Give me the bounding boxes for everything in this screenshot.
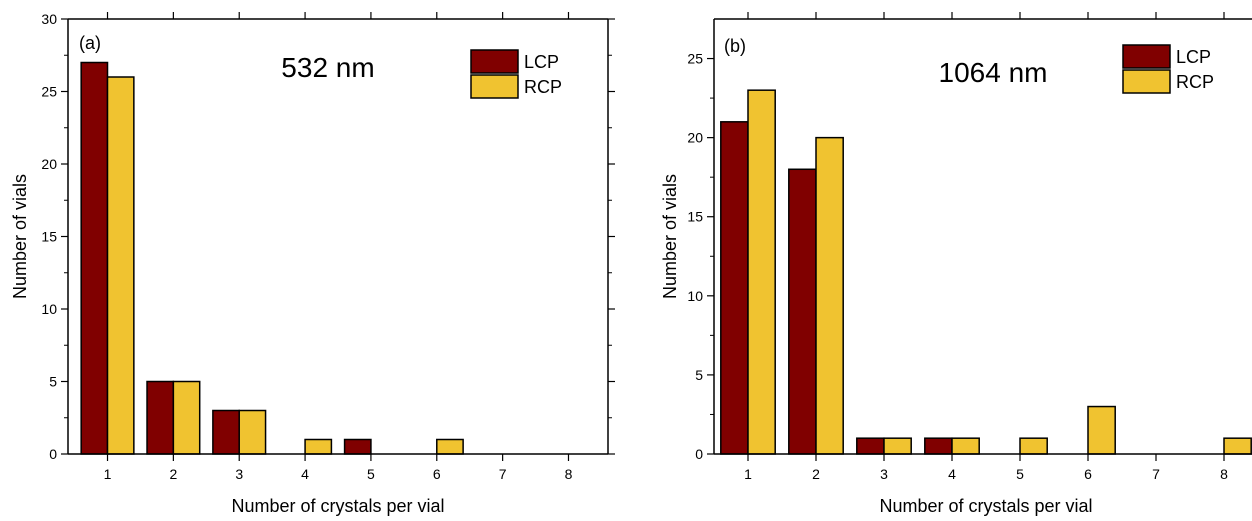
bar-rcp-6 (436, 438, 464, 455)
y-axis-label: Number of vials (660, 174, 680, 299)
chart-panel-b: 0 5 10 15 20 25 1 2 3 4 5 6 7 8 Number of crystals per… (660, 12, 1252, 516)
y-tick-label: 0 (49, 446, 57, 462)
bar-rcp-5 (1019, 437, 1048, 455)
legend-label-lcp: LCP (1176, 47, 1211, 67)
x-tick-label: 1 (104, 466, 112, 482)
bar-lcp-3 (212, 409, 240, 455)
x-tick-label: 8 (565, 466, 573, 482)
bar-lcp-3 (856, 437, 885, 455)
x-tick-label: 6 (433, 466, 441, 482)
x-axis-label: Number of crystals per vial (879, 496, 1092, 516)
x-tick-label: 5 (1016, 466, 1024, 482)
x-tick-label: 7 (1152, 466, 1160, 482)
bar-rcp-1 (106, 76, 135, 455)
x-tick-label: 2 (169, 466, 177, 482)
y-tick-label: 5 (695, 367, 703, 383)
bar-rcp-3 (883, 437, 912, 455)
x-tick-label: 4 (301, 466, 309, 482)
legend-swatch-lcp (1122, 44, 1171, 69)
bar-lcp-2 (146, 380, 175, 455)
y-axis-label: Number of vials (10, 174, 30, 299)
x-tick-label: 2 (812, 466, 820, 482)
x-tick-label: 4 (948, 466, 956, 482)
bar-rcp-2 (815, 136, 844, 455)
bar-rcp-4 (951, 437, 980, 455)
y-tick-label: 15 (41, 229, 57, 245)
bar-lcp-1 (720, 121, 749, 455)
wavelength-annotation: 532 nm (281, 52, 374, 83)
y-tick-label: 20 (687, 130, 703, 146)
x-tick-label: 3 (880, 466, 888, 482)
y-tick-label: 5 (49, 374, 57, 390)
legend-swatch-rcp (1122, 69, 1171, 94)
bar-rcp-4 (304, 438, 333, 455)
x-tick-label: 6 (1084, 466, 1092, 482)
y-tick-label: 20 (41, 156, 57, 172)
bar-rcp-2 (172, 380, 201, 455)
y-tick-label: 25 (41, 84, 57, 100)
y-tick-label: 10 (41, 301, 57, 317)
chart-panel-a: 0 5 10 15 20 25 30 1 2 3 4 5 6 7 8 Number of crystals p… (10, 11, 615, 516)
bar-rcp-6 (1087, 405, 1116, 455)
x-axis-label: Number of crystals per vial (231, 496, 444, 516)
bar-rcp-1 (747, 89, 776, 455)
bar-rcp-8 (1223, 437, 1252, 455)
bar-lcp-1 (80, 61, 109, 455)
x-tick-label: 7 (499, 466, 507, 482)
x-tick-label: 8 (1220, 466, 1228, 482)
panel-label: (a) (79, 33, 101, 53)
legend-label-rcp: RCP (524, 77, 562, 97)
y-tick-label: 15 (687, 209, 703, 225)
x-tick-label: 5 (367, 466, 375, 482)
y-tick-label: 25 (687, 51, 703, 67)
bar-lcp-2 (788, 168, 817, 455)
y-tick-label: 10 (687, 288, 703, 304)
legend-swatch-rcp (470, 74, 519, 99)
y-tick-label: 0 (695, 446, 703, 462)
panel-label: (b) (724, 36, 746, 56)
y-tick-label: 30 (41, 11, 57, 27)
wavelength-annotation: 1064 nm (939, 57, 1048, 88)
legend-label-rcp: RCP (1176, 72, 1214, 92)
x-tick-label: 1 (744, 466, 752, 482)
legend-label-lcp: LCP (524, 52, 559, 72)
bar-lcp-5 (343, 438, 372, 455)
legend-swatch-lcp (470, 49, 519, 74)
bar-rcp-3 (238, 409, 267, 455)
bar-lcp-4 (924, 437, 953, 455)
x-tick-label: 3 (235, 466, 243, 482)
